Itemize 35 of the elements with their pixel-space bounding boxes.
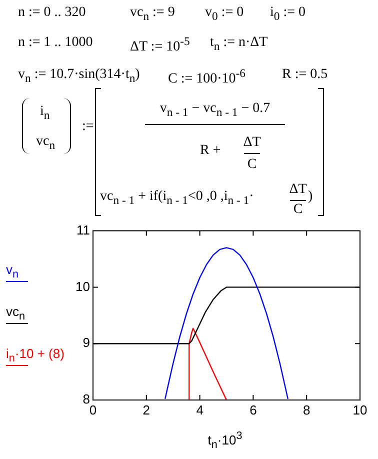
x-tick-label: 6 <box>250 402 257 418</box>
text: t$_{n}$ := n·ΔT <box>210 35 268 53</box>
text: C <box>247 157 257 172</box>
text: C <box>293 202 303 217</box>
text: i$_{n}$ <box>40 104 50 122</box>
text: ΔT <box>289 182 307 197</box>
x-tick-label: 8 <box>302 402 310 418</box>
text: ΔT := 10$^{-5}$ <box>130 35 190 55</box>
text: n := 1 .. 1000 <box>18 35 93 50</box>
text: i$_{n}$·10 + (8) <box>6 346 64 365</box>
x-tick-label: 4 <box>196 402 204 418</box>
x-tick-label: 10 <box>352 402 368 418</box>
y-tick-label: 11 <box>76 222 90 238</box>
text: vc$_{n}$ <box>36 134 56 152</box>
text: R + <box>200 143 221 158</box>
text: ΔT <box>243 135 261 150</box>
text: v$_{n}$ <box>6 262 20 281</box>
text: vc$_{n}$ := 9 <box>130 5 175 23</box>
text: i$_{0}$ := 0 <box>270 5 306 23</box>
text: vc$_{n - 1}$ + if(i$_{n - 1}$<0 ,0 ,i$_{n - 1}$· <box>100 189 254 207</box>
text: n := 0 .. 320 <box>18 5 86 20</box>
y-tick-label: 8 <box>82 392 90 407</box>
y-tick-label: 9 <box>82 335 90 350</box>
text: v$_{0}$ := 0 <box>205 5 244 23</box>
text: v$_{n - 1}$ − vc$_{n - 1}$ − 0.7 <box>160 101 270 119</box>
text: ) <box>308 189 313 204</box>
text: R := 0.5 <box>282 67 328 82</box>
text: vc$_{n}$ <box>6 304 26 323</box>
text: v$_{n}$ := 10.7·sin(314·t$_{n}$) <box>18 67 140 85</box>
x-tick-label: 2 <box>142 402 150 418</box>
text: := <box>82 119 94 134</box>
x-tick-label: 0 <box>89 402 97 418</box>
y-tick-label: 10 <box>76 278 90 294</box>
text: C := 100·10$^{-6}$ <box>168 67 246 87</box>
x-axis-title: t$_{n}$·10$^{3}$ <box>208 430 242 451</box>
